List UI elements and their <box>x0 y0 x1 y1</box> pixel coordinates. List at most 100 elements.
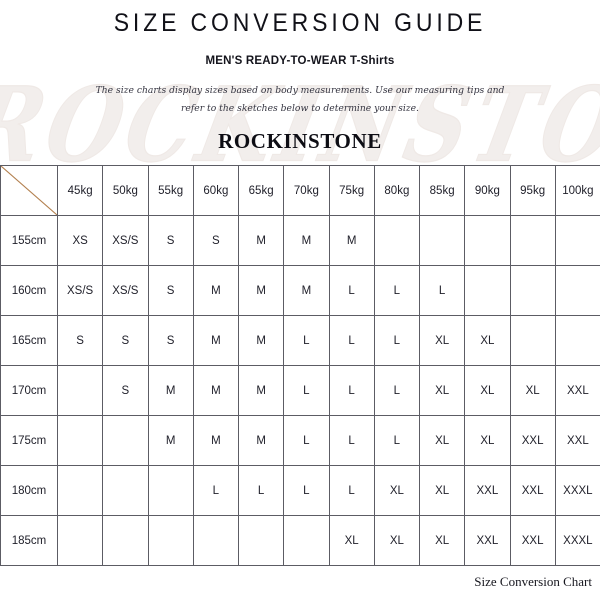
page-title: SIZE CONVERSION GUIDE <box>113 9 487 37</box>
size-cell: M <box>237 265 285 316</box>
page-header: SIZE CONVERSION GUIDE MEN'S READY-TO-WEA… <box>0 0 600 154</box>
size-cell <box>283 515 330 566</box>
table-body: 155cm XS XS/S S S M M M 160cm XS/S XS/S S M M M L L L 165c… <box>0 215 600 566</box>
table-header: 45kg 50kg 55kg 60kg 65kg 70kg 75kg 80kg 85kg 90kg… <box>0 165 600 216</box>
size-cell <box>418 215 466 266</box>
size-cell: XXL <box>554 415 600 466</box>
column-header-75kg: 75kg <box>328 165 375 216</box>
size-cell: XS/S <box>56 265 104 316</box>
row-header-155cm: 155cm <box>0 215 58 266</box>
size-cell <box>464 265 511 316</box>
size-cell: L <box>192 465 240 516</box>
size-cell <box>509 265 556 316</box>
row-header-165cm: 165cm <box>0 315 58 366</box>
table-row: 180cm L L L L XL XL XXL XXL XXXL <box>0 465 600 516</box>
size-cell: M <box>192 415 240 466</box>
chart-footer: Size Conversion Chart <box>0 566 600 590</box>
size-cell: XS <box>56 215 104 266</box>
size-cell: L <box>328 415 375 466</box>
size-cell: M <box>147 415 194 466</box>
table-row: 165cm S S S M M L L L XL XL <box>0 315 600 366</box>
size-chart-container: 45kg 50kg 55kg 60kg 65kg 70kg 75kg 80kg 85kg 90kg… <box>0 165 600 566</box>
size-cell: S <box>102 365 149 416</box>
size-cell: M <box>237 365 285 416</box>
size-cell <box>147 465 194 516</box>
row-header-160cm: 160cm <box>0 265 58 316</box>
size-cell: XL <box>328 515 375 566</box>
size-cell: S <box>192 215 240 266</box>
size-cell <box>147 515 194 566</box>
size-cell: XL <box>373 465 421 516</box>
size-cell: S <box>147 215 194 266</box>
description-text: The size charts display sizes based on b… <box>95 85 505 114</box>
size-cell <box>554 265 600 316</box>
size-cell <box>554 215 600 266</box>
size-cell: M <box>283 265 330 316</box>
size-cell: M <box>283 215 330 266</box>
size-cell: L <box>328 365 375 416</box>
row-header-180cm: 180cm <box>0 465 58 516</box>
size-cell <box>237 515 285 566</box>
size-cell: XXL <box>464 465 511 516</box>
corner-cell <box>0 165 58 216</box>
column-header-70kg: 70kg <box>283 165 330 216</box>
size-cell <box>102 465 149 516</box>
row-header-185cm: 185cm <box>0 515 58 566</box>
size-cell <box>102 415 149 466</box>
size-cell: XL <box>418 365 466 416</box>
column-header-80kg: 80kg <box>373 165 421 216</box>
size-cell: XXL <box>509 465 556 516</box>
column-header-45kg: 45kg <box>56 165 104 216</box>
size-cell: M <box>192 365 240 416</box>
size-cell: M <box>147 365 194 416</box>
size-cell: XXXL <box>554 465 600 516</box>
size-cell: XXL <box>509 515 556 566</box>
size-cell: XL <box>464 315 511 366</box>
table-row: 155cm XS XS/S S S M M M <box>0 215 600 266</box>
size-cell: M <box>237 315 285 366</box>
size-cell: L <box>328 465 375 516</box>
table-row: 170cm S M M M L L L XL XL XL XXL <box>0 365 600 416</box>
size-cell: XL <box>509 365 556 416</box>
size-cell: S <box>147 315 194 366</box>
table-row: 175cm M M M L L L XL XL XXL XXL <box>0 415 600 466</box>
size-cell: L <box>373 315 421 366</box>
size-cell: L <box>283 365 330 416</box>
column-header-60kg: 60kg <box>192 165 240 216</box>
size-cell: S <box>147 265 194 316</box>
size-cell: M <box>237 415 285 466</box>
size-cell <box>102 515 149 566</box>
size-cell: M <box>192 265 240 316</box>
size-cell: L <box>283 315 330 366</box>
size-cell <box>464 215 511 266</box>
size-cell <box>192 515 240 566</box>
size-cell: L <box>418 265 466 316</box>
column-header-85kg: 85kg <box>418 165 466 216</box>
row-header-170cm: 170cm <box>0 365 58 416</box>
size-cell: XL <box>464 365 511 416</box>
size-cell: L <box>328 265 375 316</box>
size-cell: XL <box>418 515 466 566</box>
size-cell: L <box>328 315 375 366</box>
size-cell: XL <box>464 415 511 466</box>
size-cell: S <box>56 315 104 366</box>
size-cell <box>56 465 104 516</box>
brand-name: ROCKINSTONE <box>218 129 382 153</box>
size-cell: L <box>373 265 421 316</box>
column-header-100kg: 100kg <box>554 165 600 216</box>
row-header-175cm: 175cm <box>0 415 58 466</box>
size-cell: XXL <box>464 515 511 566</box>
size-cell: M <box>328 215 375 266</box>
size-cell: L <box>373 415 421 466</box>
size-cell: M <box>192 315 240 366</box>
size-cell: L <box>283 465 330 516</box>
size-cell <box>56 515 104 566</box>
size-cell: L <box>237 465 285 516</box>
size-cell <box>509 215 556 266</box>
size-cell <box>554 315 600 366</box>
size-cell: XS/S <box>102 215 149 266</box>
size-cell: L <box>283 415 330 466</box>
column-header-55kg: 55kg <box>147 165 194 216</box>
size-cell <box>56 365 104 416</box>
size-cell: XS/S <box>102 265 149 316</box>
